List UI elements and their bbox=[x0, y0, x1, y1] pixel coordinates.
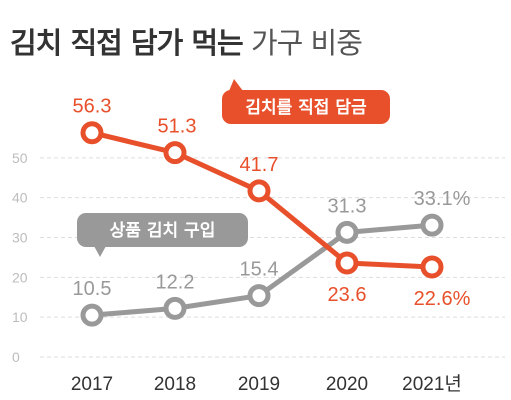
data-point-direct bbox=[163, 141, 187, 165]
y-tick-label: 30 bbox=[12, 230, 28, 246]
x-tick-label: 2018 bbox=[154, 374, 196, 395]
chart-title-light: 가구 비중 bbox=[242, 26, 363, 60]
legend-pointer bbox=[94, 246, 106, 257]
data-point-bought bbox=[163, 296, 187, 320]
data-point-bought bbox=[80, 303, 104, 327]
data-point-direct bbox=[247, 179, 271, 203]
x-tick-label: 2020 bbox=[326, 374, 368, 395]
y-tick-label: 10 bbox=[12, 309, 28, 325]
data-point-direct bbox=[80, 121, 104, 145]
y-tick-label: 50 bbox=[12, 150, 28, 166]
data-point-direct bbox=[335, 251, 359, 275]
data-point-bought bbox=[247, 284, 271, 308]
data-label-direct: 51.3 bbox=[158, 116, 197, 138]
x-axis-ticks: 2017 2018 2019 2020 2021년 bbox=[71, 373, 462, 395]
data-label-direct: 56.3 bbox=[73, 96, 112, 118]
legend-item-direct: 김치를 직접 담금 bbox=[222, 79, 390, 124]
data-label-bought: 12.2 bbox=[156, 271, 195, 293]
legend-box bbox=[77, 213, 248, 247]
x-tick-label: 2021년 bbox=[402, 373, 462, 395]
x-tick-label: 2019 bbox=[238, 374, 280, 395]
legend-label: 김치를 직접 담금 bbox=[245, 98, 367, 118]
legend-label: 상품 김치 구입 bbox=[110, 221, 216, 241]
x-tick-label: 2017 bbox=[71, 374, 113, 395]
data-label-bought: 33.1% bbox=[414, 188, 471, 210]
data-point-bought bbox=[335, 220, 359, 244]
data-point-direct bbox=[420, 255, 444, 279]
data-labels: 10.5 12.2 15.4 31.3 33.1% 56.3 51.3 41.7 23.6 22.… bbox=[73, 96, 471, 310]
data-label-direct: 41.7 bbox=[240, 154, 279, 176]
chart-title: 김치 직접 담가 먹는 가구 비중 bbox=[10, 20, 363, 62]
chart-title-bold: 김치 직접 담가 먹는 bbox=[10, 26, 244, 60]
data-label-direct: 23.6 bbox=[328, 284, 367, 306]
legend-pointer bbox=[229, 79, 243, 91]
legend-item-bought: 상품 김치 구입 bbox=[77, 213, 248, 257]
data-label-bought: 10.5 bbox=[73, 278, 112, 300]
legend-box bbox=[222, 90, 390, 124]
series-points bbox=[80, 121, 444, 327]
y-tick-label: 0 bbox=[12, 349, 20, 365]
data-point-bought bbox=[420, 213, 444, 237]
y-tick-label: 40 bbox=[12, 190, 28, 206]
data-label-bought: 31.3 bbox=[328, 195, 367, 217]
data-label-direct: 22.6% bbox=[414, 288, 471, 310]
y-tick-label: 20 bbox=[12, 269, 28, 285]
y-axis-ticks: 0 10 20 30 40 50 bbox=[12, 150, 28, 365]
data-label-bought: 15.4 bbox=[240, 259, 279, 281]
